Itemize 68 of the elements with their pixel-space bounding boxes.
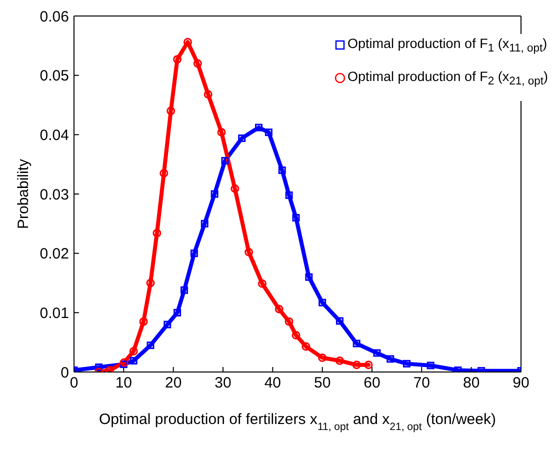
x-tick-label: 80 xyxy=(462,374,480,392)
point xyxy=(258,279,266,288)
point xyxy=(373,349,381,357)
point xyxy=(305,273,313,281)
point xyxy=(120,358,128,367)
point xyxy=(336,317,344,325)
point xyxy=(264,128,272,136)
point xyxy=(274,304,284,314)
y-tick-label: 0.05 xyxy=(40,68,69,85)
point xyxy=(335,356,344,365)
y-tick-label: 0.06 xyxy=(40,8,69,26)
point xyxy=(352,340,360,348)
point xyxy=(302,342,310,351)
point xyxy=(106,366,114,372)
legend-label: Optimal production of F$_{2}$ (x$_{21, opt}$) xyxy=(348,68,548,88)
y-tick-label: 0.02 xyxy=(40,246,69,263)
x-tick-label: 10 xyxy=(115,374,132,392)
point xyxy=(174,308,182,316)
point xyxy=(210,190,218,198)
point xyxy=(364,360,373,370)
point xyxy=(403,360,411,368)
point xyxy=(454,366,462,372)
x-tick-label: 70 xyxy=(413,374,430,392)
point xyxy=(217,128,226,137)
point xyxy=(160,168,168,178)
point xyxy=(292,214,300,222)
point xyxy=(278,166,286,174)
x-tick-label: 20 xyxy=(164,374,182,392)
x-tick-label: 90 xyxy=(512,374,530,392)
y-axis-title: Probability xyxy=(15,158,32,230)
point xyxy=(284,317,294,326)
x-tick-label: 40 xyxy=(264,374,282,392)
legend-label: Optimal production of F$_{1}$ (x$_{11, opt}$) xyxy=(348,36,548,55)
point xyxy=(318,354,327,362)
point xyxy=(120,360,128,368)
point xyxy=(95,364,103,372)
point xyxy=(352,360,361,370)
point xyxy=(221,157,229,165)
point xyxy=(230,184,240,193)
point xyxy=(238,134,246,142)
x-tick-label: 30 xyxy=(214,374,232,392)
point xyxy=(152,228,162,238)
point xyxy=(244,248,254,256)
x-axis-title: Optimal production of fertilizers x$_{11, opt}$ and x$_{21, opt}$ (ton/week) xyxy=(99,411,496,433)
point xyxy=(318,298,326,306)
point xyxy=(386,355,394,363)
point xyxy=(180,286,188,294)
point xyxy=(200,220,208,228)
point xyxy=(204,90,212,99)
point xyxy=(164,320,172,328)
point xyxy=(292,330,300,340)
x-tick-label: 50 xyxy=(314,374,331,392)
point xyxy=(139,317,148,326)
point xyxy=(173,55,182,64)
point xyxy=(146,278,155,288)
y-tick-label: 0.04 xyxy=(40,126,69,144)
y-tick-label: 0.03 xyxy=(40,186,69,204)
point xyxy=(193,59,202,68)
point xyxy=(166,106,176,116)
point xyxy=(285,191,293,199)
x-tick-label: 60 xyxy=(364,374,380,392)
point xyxy=(146,342,154,350)
point xyxy=(190,250,198,258)
point xyxy=(255,124,263,132)
y-tick-label: 0.01 xyxy=(40,304,69,322)
point xyxy=(129,346,138,356)
point xyxy=(426,362,434,370)
point xyxy=(130,356,138,364)
